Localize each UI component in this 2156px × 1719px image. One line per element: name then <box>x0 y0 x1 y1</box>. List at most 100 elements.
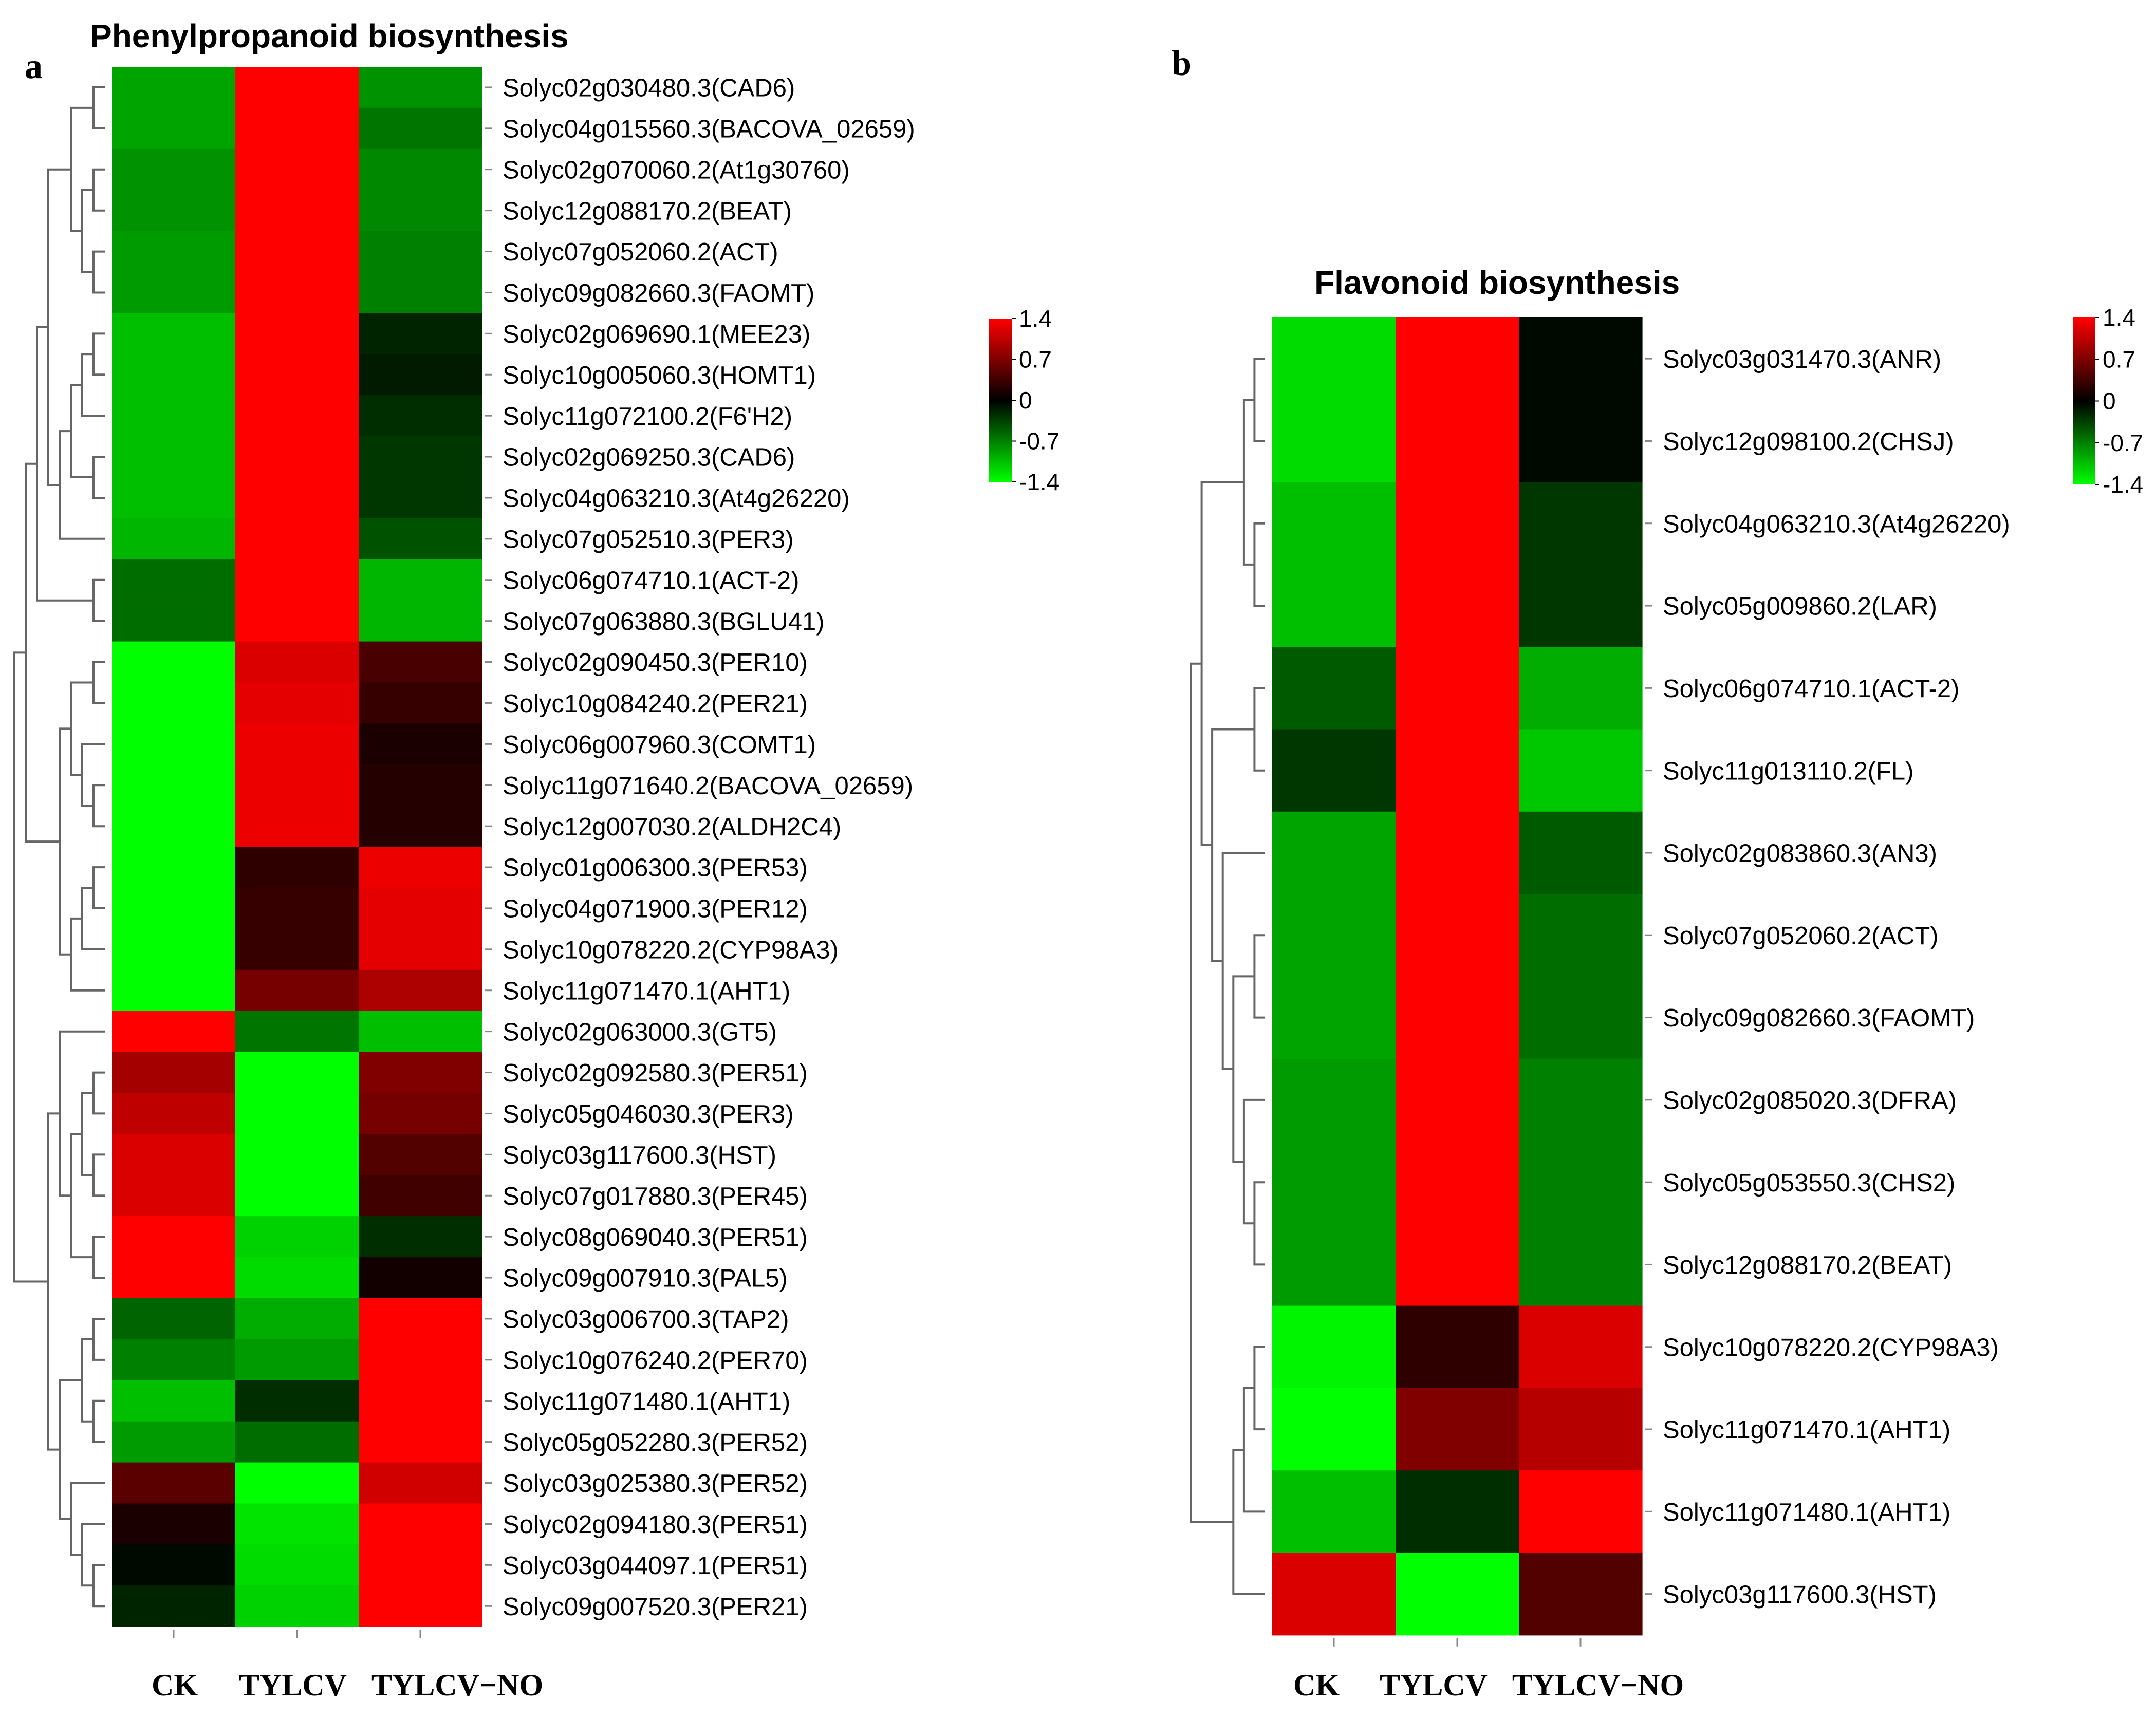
dendrogram-branch <box>1211 728 1255 962</box>
heatmap-cell <box>112 1380 236 1422</box>
panel-a-column-labels: CK TYLCV TYLCV−NO <box>152 1630 543 1702</box>
row-label: Solyc01g006300.3(PER53) <box>503 854 808 882</box>
heatmap-cell <box>112 436 236 478</box>
row-label: Solyc07g017880.3(PER45) <box>503 1183 808 1210</box>
heatmap-cell <box>1396 647 1519 730</box>
row-label: Solyc11g071480.1(AHT1) <box>503 1388 790 1415</box>
row-label: Solyc03g006700.3(TAP2) <box>503 1306 789 1334</box>
dendrogram-branch <box>92 578 105 622</box>
heatmap-cell <box>112 764 236 806</box>
heatmap-cell <box>359 107 482 150</box>
colorbar-gradient <box>2073 317 2095 484</box>
heatmap-cell <box>1396 1058 1519 1142</box>
heatmap-cell <box>112 969 236 1012</box>
colorbar-tick-label: 0.7 <box>2103 346 2135 372</box>
heatmap-cell <box>1519 1470 1643 1554</box>
row-label: Solyc09g082660.3(FAOMT) <box>1663 1004 1975 1032</box>
heatmap-cell <box>235 641 359 683</box>
heatmap-cell <box>1272 1223 1396 1306</box>
dendrogram-branch <box>1232 1449 1265 1595</box>
heatmap-cell <box>235 1216 359 1258</box>
heatmap-cell <box>359 1503 482 1545</box>
dendrogram-branch <box>92 661 105 704</box>
heatmap-cell <box>1519 811 1643 894</box>
dendrogram-branch <box>59 430 105 540</box>
dendrogram-branch <box>25 462 60 843</box>
colorbar-tick-label: 0 <box>1019 387 1032 414</box>
dendrogram-branch <box>1253 1181 1265 1266</box>
row-label: Solyc07g063880.3(BGLU41) <box>503 608 825 636</box>
heatmap-cell <box>235 272 359 313</box>
heatmap-cell <box>112 477 236 519</box>
heatmap-cell <box>359 148 482 191</box>
heatmap-cell <box>112 1585 236 1627</box>
heatmap-cell <box>235 723 359 765</box>
colorbar-tick-label: -0.7 <box>2103 429 2143 456</box>
heatmap-cell <box>235 1339 359 1381</box>
dendrogram-branch <box>1190 662 1234 1523</box>
heatmap-cell <box>1272 317 1396 400</box>
heatmap-cell <box>359 559 482 601</box>
heatmap-cell <box>112 313 236 354</box>
heatmap-cell <box>1272 729 1396 812</box>
heatmap-cell <box>235 190 359 232</box>
row-label: Solyc11g071470.1(AHT1) <box>503 977 790 1005</box>
row-label: Solyc09g007910.3(PAL5) <box>503 1265 788 1293</box>
heatmap-cell <box>235 436 359 478</box>
heatmap-cell <box>112 1257 236 1299</box>
heatmap-cell <box>235 1175 359 1217</box>
heatmap-cell <box>359 847 482 888</box>
heatmap-cell <box>235 806 359 847</box>
row-label: Solyc02g069250.3(CAD6) <box>503 444 795 472</box>
row-label: Solyc03g025380.3(PER52) <box>503 1470 808 1498</box>
row-label: Solyc03g117600.3(HST) <box>503 1142 776 1169</box>
row-label: Solyc12g007030.2(ALDH2C4) <box>503 813 841 841</box>
heatmap-cell <box>235 107 359 150</box>
row-label: Solyc11g071470.1(AHT1) <box>1663 1416 1950 1444</box>
heatmap-cell <box>235 1462 359 1504</box>
heatmap-cell <box>235 1052 359 1094</box>
heatmap-cell <box>1396 811 1519 894</box>
dendrogram-branch <box>92 1399 105 1443</box>
heatmap-cell <box>112 1544 236 1586</box>
dendrogram-branch <box>92 456 105 499</box>
dendrogram-branch <box>92 250 105 294</box>
colorbar-tick-label: 0 <box>2103 388 2116 415</box>
heatmap-cell <box>112 1216 236 1258</box>
heatmap-cell <box>1272 564 1396 647</box>
heatmap-cell <box>1396 1223 1519 1306</box>
heatmap-cell <box>112 518 236 560</box>
dendrogram-branch <box>81 1092 94 1176</box>
row-label: Solyc10g076240.2(PER70) <box>503 1347 808 1374</box>
heatmap-cell <box>1396 564 1519 647</box>
heatmap-cell <box>1519 564 1643 647</box>
heatmap-cell <box>112 395 236 437</box>
heatmap-cell <box>112 107 236 150</box>
dendrogram-branch <box>59 727 71 956</box>
heatmap-cell <box>235 1421 359 1463</box>
heatmap-cell <box>1272 1141 1396 1224</box>
colorbar-tick-label: -1.4 <box>2103 471 2143 498</box>
heatmap-cell <box>112 148 236 191</box>
heatmap-cell <box>112 1421 236 1463</box>
heatmap-cell <box>235 67 359 108</box>
heatmap-cell <box>1396 976 1519 1059</box>
colorbar-tick-label: 1.4 <box>1019 305 1052 332</box>
heatmap-cell <box>359 600 482 642</box>
heatmap-cell <box>1272 976 1396 1059</box>
dendrogram-branch <box>70 1482 105 1556</box>
dendrogram-branch <box>70 917 105 992</box>
heatmap-cell <box>359 682 482 724</box>
heatmap-cell <box>112 928 236 970</box>
row-label: Solyc07g052060.2(ACT) <box>1663 922 1939 950</box>
heatmap-cell <box>1519 976 1643 1059</box>
row-label: Solyc09g082660.3(FAOMT) <box>503 279 814 307</box>
heatmap-cell <box>112 190 236 232</box>
heatmap-cell <box>359 1421 482 1463</box>
heatmap-cell <box>359 1093 482 1134</box>
row-label: Solyc02g090450.3(PER10) <box>503 649 808 677</box>
row-label: Solyc04g071900.3(PER12) <box>503 895 808 923</box>
heatmap-cell <box>112 67 236 108</box>
row-label: Solyc02g085020.3(DFRA) <box>1663 1087 1957 1114</box>
panel-a-row-labels: Solyc02g030480.3(CAD6) Solyc04g015560.3(B… <box>485 74 915 1621</box>
